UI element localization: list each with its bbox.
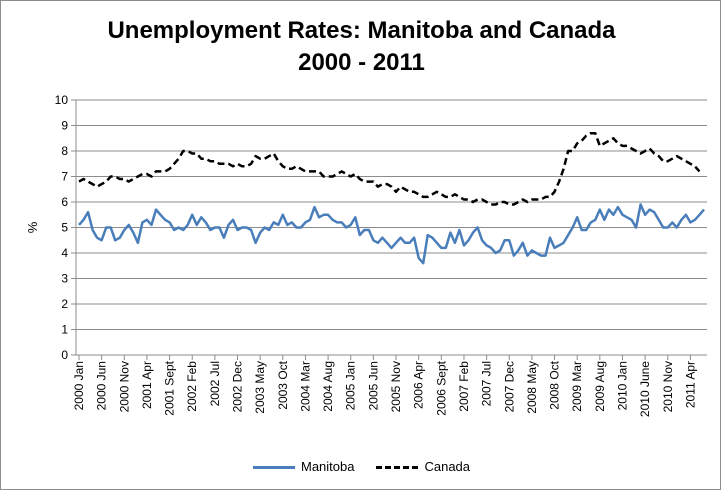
x-tick-label-24: 2010 Jan — [615, 361, 629, 410]
chart-title-block: Unemployment Rates: Manitoba and Canada … — [1, 15, 721, 79]
y-tick-label-3: 3 — [61, 272, 68, 286]
y-tick-label-1: 1 — [61, 323, 68, 337]
x-tick-label-14: 2005 Nov — [389, 361, 403, 412]
x-tick-label-3: 2001 Apr — [140, 361, 154, 409]
chart-title: Unemployment Rates: Manitoba and Canada — [107, 17, 616, 44]
x-tick-label-20: 2008 May — [525, 361, 539, 414]
x-tick-label-21: 2008 Oct — [548, 360, 562, 409]
y-axis-label: % — [25, 221, 40, 233]
y-tick-label-8: 8 — [61, 144, 68, 158]
series-line-manitoba — [78, 203, 705, 265]
y-tick-label-7: 7 — [61, 170, 68, 184]
x-tick-label-0: 2000 Jan — [72, 361, 86, 410]
x-tick-label-27: 2011 Apr — [683, 361, 697, 408]
x-tick-label-4: 2001 Sept — [163, 360, 177, 415]
legend-swatch-manitoba — [252, 465, 295, 469]
x-tick-label-8: 2003 May — [253, 361, 267, 414]
y-tick-label-6: 6 — [61, 195, 68, 209]
x-tick-label-5: 2002 Feb — [185, 361, 199, 412]
legend-item-canada: Canada — [376, 458, 470, 476]
y-tick-label-10: 10 — [55, 93, 69, 107]
x-tick-label-25: 2010 June — [638, 361, 652, 417]
x-tick-label-17: 2007 Feb — [457, 361, 471, 412]
y-tick-label-0: 0 — [61, 348, 68, 362]
y-tick-label-9: 9 — [61, 119, 68, 133]
x-tick-label-9: 2003 Oct — [276, 360, 290, 409]
x-tick-label-2: 2000 Nov — [117, 361, 131, 412]
legend-swatch-canada — [376, 465, 419, 469]
legend-label-manitoba: Manitoba — [300, 459, 355, 474]
chart-subtitle: 2000 - 2011 — [298, 49, 425, 76]
legend: Manitoba Canada — [1, 458, 721, 476]
x-tick-label-12: 2005 Jan — [344, 361, 358, 410]
x-tick-label-11: 2004 Aug — [321, 361, 335, 412]
x-tick-label-15: 2006 Apr — [412, 361, 426, 409]
x-tick-label-1: 2000 Jun — [95, 361, 109, 410]
y-axis-ticks: 0 1 2 3 4 5 6 7 8 9 10 — [55, 93, 76, 362]
x-tick-label-7: 2002 Dec — [231, 361, 245, 412]
series-line-canada — [78, 131, 701, 206]
x-tick-label-10: 2004 Mar — [298, 361, 312, 412]
y-tick-label-5: 5 — [61, 221, 68, 235]
y-tick-label-2: 2 — [61, 297, 68, 311]
series-lines — [78, 131, 705, 265]
x-tick-label-18: 2007 Jul — [480, 361, 494, 406]
x-tick-label-26: 2010 Nov — [661, 361, 675, 412]
x-tick-label-16: 2006 Sept — [434, 360, 448, 415]
x-axis-ticks: 2000 Jan 2000 Jun 2000 Nov 2001 Apr 2001 Sep… — [72, 355, 697, 417]
legend-item-manitoba: Manitoba — [252, 458, 355, 476]
legend-label-canada: Canada — [424, 459, 471, 474]
x-tick-label-22: 2009 Mar — [570, 361, 584, 412]
x-tick-label-19: 2007 Dec — [502, 361, 516, 412]
y-tick-label-4: 4 — [61, 246, 68, 260]
x-tick-label-6: 2002 Jul — [208, 361, 222, 406]
x-tick-label-13: 2005 Jun — [366, 361, 380, 410]
x-tick-label-23: 2009 Aug — [593, 361, 607, 412]
